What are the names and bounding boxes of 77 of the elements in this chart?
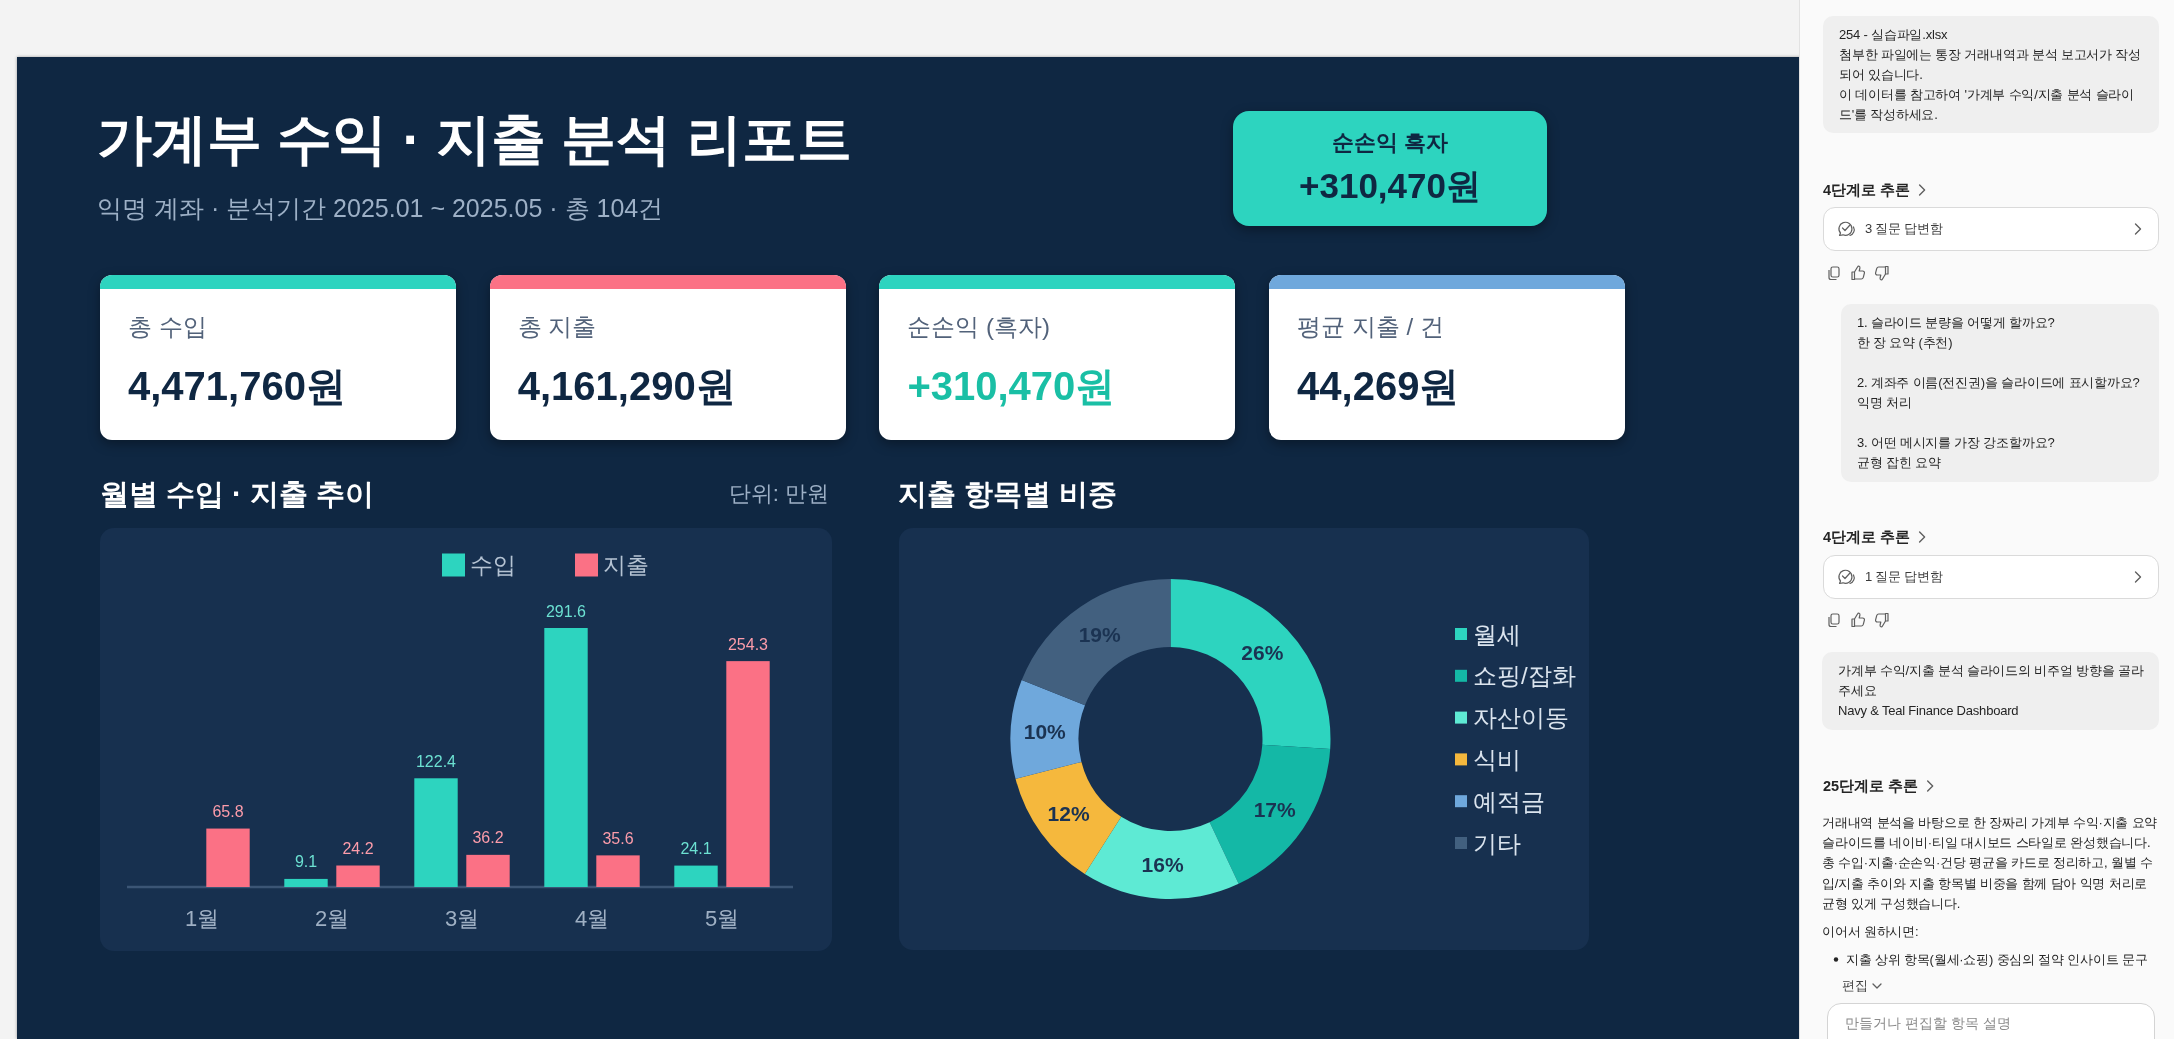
donut-slice [1170,579,1331,750]
data-label: 26% [1241,641,1284,665]
text: 이어서 원하시면: [1822,923,1919,941]
text: 4단계로 추론 [1823,181,1911,200]
text: 익명 처리 [1857,394,1912,412]
text: 총 지출 [517,312,597,342]
donut-slice [1209,744,1331,884]
text: 지출 상위 항목(월세·쇼핑) 중심의 절약 인사이트 문구 [1846,950,2148,969]
bar [336,865,380,887]
data-label: 9.1 [294,853,318,871]
text: 4단계로 추론 [1823,528,1911,547]
data-label: 12% [1047,801,1090,825]
text: 가계부 수익 · 지출 분석 리포트 [97,107,852,172]
text: 44,269원 [1297,363,1460,410]
text: 총 수입 [128,312,207,342]
text: 25단계로 추론 [1823,777,1919,796]
text: Navy & Teal Finance Dashboard [1838,702,2019,720]
chart-title: 월별 수입 · 지출 추이 [100,477,374,512]
data-label: 16% [1141,853,1184,877]
legend-label: 자산이동 [1473,704,1569,732]
legend-label: 지출 [603,552,649,578]
bar [414,778,458,887]
text: 4,161,290원 [517,363,736,410]
data-label: 254.3 [727,635,769,653]
text: 254 - 실습파일.xlsx [1839,26,1948,44]
text: 균형 잡힌 요약 [1857,454,1941,472]
data-label: 122.4 [415,752,457,770]
text: 순손익 흑자 [1331,129,1449,157]
text: 첨부한 파일에는 통장 거래내역과 분석 보고서가 작성되어 있습니다. [1839,46,2143,84]
text: 편집 [1842,978,1868,995]
data-label: 36.2 [472,829,504,847]
legend-label: 수입 [470,552,516,578]
x-tick-label: 1월 [184,905,220,931]
x-tick-label: 4월 [574,905,610,931]
text: 순손익 (흑자) [907,312,1051,342]
legend-label: 월세 [1473,620,1521,648]
legend-label: 예적금 [1473,787,1545,815]
text: 1. 슬라이드 분량을 어떻게 할까요? [1857,314,2055,332]
donut-slice [1010,680,1085,779]
text: +310,470원 [1299,165,1481,207]
donut-slice [1015,761,1122,875]
legend-label: 기타 [1473,829,1521,857]
x-tick-label: 2월 [314,905,350,931]
text: 평균 지출 / 건 [1297,312,1444,342]
text: 한 장 요약 (추천) [1857,334,1953,352]
legend-label: 식비 [1473,745,1521,773]
text: +310,470원 [907,363,1116,410]
data-label: 35.6 [602,829,634,847]
bar [284,878,328,887]
legend-label: 쇼핑/잡화 [1473,662,1576,690]
data-label: 17% [1253,798,1297,822]
data-label: 65.8 [212,803,244,821]
data-label: 24.1 [680,840,712,858]
x-tick-label: 5월 [704,905,740,931]
text: 2. 계좌주 이름(전진권)을 슬라이드에 표시할까요? [1857,374,2140,392]
text: 거래내역 분석을 바탕으로 한 장짜리 가계부 수익·지출 요약 슬라이드를 네이비·티일 대시보드 스타일로 완성했습니다. 총 수입·지출·순손익·건당 평균을 카드로 정리하고, 월별 수입/지출 추이와 지출 항목별 비중을 함께 담아 익명 처리로 균형 있게 구성했습니다. [1822,814,2159,913]
text: 만들거나 편집할 항목 설명 [1845,1013,2011,1033]
text: 가계부 수익/지출 분석 슬라이드의 비주얼 방향을 골라주세요 [1838,662,2145,700]
data-label: 291.6 [545,602,587,620]
data-label: 10% [1023,719,1067,743]
x-tick-label: 3월 [444,905,480,931]
chart-title: 지출 항목별 비중 [898,477,1118,512]
text: 단위: 만원 [728,480,829,508]
text: 1 질문 답변함 [1865,568,1943,586]
bar [544,628,588,887]
text: 이 데이터를 참고하여 '가계부 수익/지출 분석 슬라이드'를 작성하세요. [1839,86,2135,124]
bar [466,854,510,887]
bar [726,661,770,887]
bar [206,828,250,887]
text: 3 질문 답변함 [1865,220,1943,238]
bar [596,855,640,887]
text: 4,471,760원 [128,363,346,410]
donut-slice [1021,579,1171,706]
text: 익명 계좌 · 분석기간 2025.01 ~ 2025.05 · 총 104건 [97,193,664,224]
text: 3. 어떤 메시지를 가장 강조할까요? [1857,434,2055,452]
data-label: 24.2 [342,840,374,858]
bar [674,865,718,887]
